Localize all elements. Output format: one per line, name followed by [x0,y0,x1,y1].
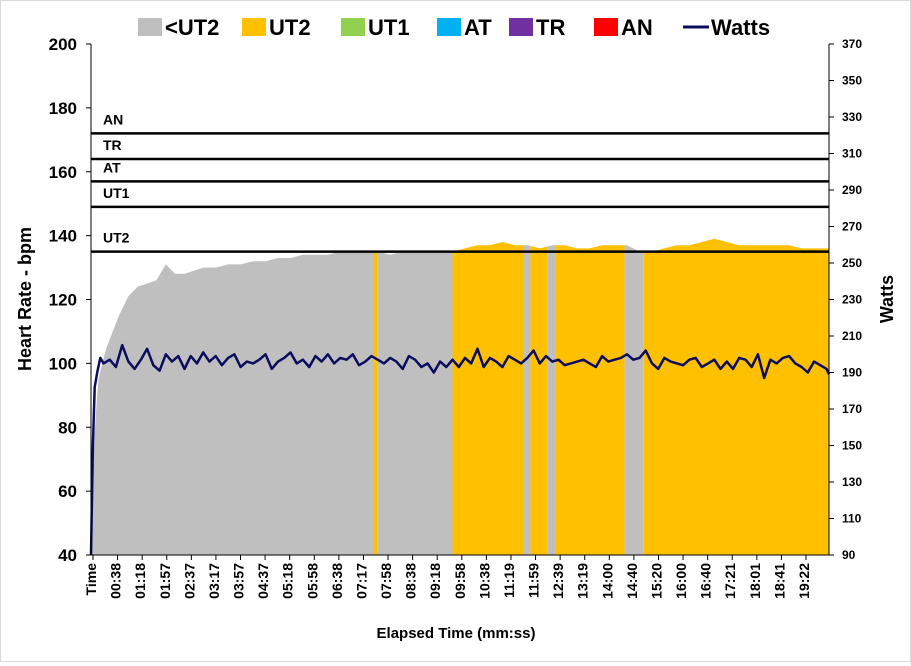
x-tick-label-20: 13:19 [575,563,591,599]
legend-swatch-ut1 [341,18,365,36]
legend-label-tr: TR [536,15,565,40]
x-tick-label-2: 01:18 [132,563,148,599]
y2-axis-title: Watts [877,275,897,323]
x-tick-label-29: 19:22 [796,563,812,599]
x-tick-label-9: 05:58 [304,563,320,599]
y2-tick-label-310: 310 [842,147,862,161]
y-tick-label-140: 140 [49,227,77,246]
x-tick-label-8: 05:18 [280,563,296,599]
x-tick-label-22: 14:40 [624,563,640,599]
x-tick-label-19: 12:39 [550,563,566,599]
legend-label-ut1: UT1 [368,15,410,40]
y2-tick-label-110: 110 [842,512,862,526]
hr-area-segment-ut2-5 [530,246,548,555]
y2-tick-label-350: 350 [842,74,862,88]
y2-tick-label-170: 170 [842,402,862,416]
x-tick-label-3: 01:57 [157,563,173,599]
hr-area-segment-ut2-7 [555,245,625,555]
hr-area-segment-below-ut2-0 [91,251,374,555]
x-tick-label-0: Time [83,563,99,596]
legend-label-an: AN [621,15,653,40]
y2-tick-label-330: 330 [842,110,862,124]
legend-swatch-tr [509,18,533,36]
y2-tick-label-370: 370 [842,37,862,51]
hr-area-segment-ut2-3 [452,242,523,555]
x-tick-label-25: 16:40 [698,563,714,599]
hr-area-segment-below-ut2-4 [523,245,531,555]
y-tick-label-200: 200 [49,35,77,54]
legend-swatch-below-ut2 [138,18,162,36]
x-tick-label-27: 18:01 [747,563,763,599]
zone-label-ut2: UT2 [103,230,130,246]
x-tick-label-24: 16:00 [673,563,689,599]
x-tick-label-21: 14:00 [599,563,615,599]
y2-tick-label-290: 290 [842,183,862,197]
legend-swatch-at [437,18,461,36]
y2-tick-label-210: 210 [842,329,862,343]
x-tick-label-13: 08:38 [403,563,419,599]
legend-swatch-an [594,18,618,36]
y2-tick-label-270: 270 [842,220,862,234]
x-tick-label-28: 18:41 [771,563,787,599]
x-tick-label-16: 10:38 [476,563,492,599]
x-tick-label-4: 02:37 [181,563,197,599]
legend-label-at: AT [464,15,492,40]
y-tick-label-100: 100 [49,354,77,373]
legend-swatch-ut2 [242,18,266,36]
y-axis-title: Heart Rate - bpm [15,227,35,371]
watts-line [89,343,831,556]
hr-area-segment-ut2-1 [374,251,378,555]
x-tick-label-6: 03:57 [231,563,247,599]
zone-label-ut1: UT1 [103,185,130,201]
y-tick-label-80: 80 [58,418,77,437]
x-tick-label-11: 07:17 [353,563,369,599]
legend-label-below-ut2: <UT2 [165,15,219,40]
y2-tick-label-90: 90 [842,548,856,562]
x-tick-label-5: 03:17 [206,563,222,599]
x-tick-label-23: 15:20 [648,563,664,599]
x-tick-label-17: 11:19 [501,563,517,598]
y2-tick-label-250: 250 [842,256,862,270]
y2-tick-label-150: 150 [842,439,862,453]
y-tick-label-60: 60 [58,482,77,501]
zone-label-tr: TR [103,137,122,153]
y-tick-label-160: 160 [49,163,77,182]
y2-tick-label-230: 230 [842,293,862,307]
y2-tick-label-130: 130 [842,475,862,489]
x-tick-label-14: 09:18 [427,563,443,599]
x-tick-label-18: 11:59 [526,563,542,598]
zone-label-at: AT [103,159,121,175]
x-tick-label-26: 17:21 [722,563,738,599]
hr-area-segment-below-ut2-2 [377,251,453,555]
x-tick-label-12: 07:58 [378,563,394,599]
legend-label-ut2: UT2 [269,15,311,40]
hr-area-segment-below-ut2-8 [624,245,644,555]
x-tick-label-1: 00:38 [108,563,124,599]
y2-tick-label-190: 190 [842,366,862,380]
y-tick-label-180: 180 [49,99,77,118]
x-tick-label-10: 06:38 [329,563,345,599]
x-tick-label-7: 04:37 [255,563,271,599]
y-tick-label-40: 40 [58,546,77,565]
x-axis-title: Elapsed Time (mm:ss) [377,625,536,642]
y-tick-label-120: 120 [49,291,77,310]
hr-area-segment-below-ut2-6 [547,245,556,555]
legend-label-watts: Watts [711,15,770,40]
hr-area-segment-ut2-9 [643,238,829,556]
zone-label-an: AN [103,111,123,127]
x-tick-label-15: 09:58 [452,563,468,599]
